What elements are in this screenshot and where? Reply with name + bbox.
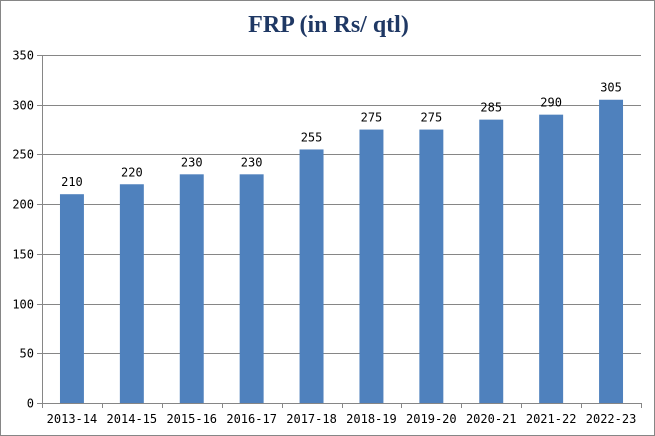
bars [59,99,624,404]
x-tick-label: 2013-14 [47,412,98,426]
bar [359,129,384,404]
x-tick-label: 2020-21 [466,412,517,426]
data-label: 290 [540,96,562,110]
data-label: 220 [121,165,143,179]
bar [419,129,444,404]
data-label: 255 [301,130,323,144]
x-tick-label: 2022-23 [586,412,637,426]
x-tick-label: 2014-15 [107,412,158,426]
bar [479,119,504,403]
chart-title: FRP (in Rs/ qtl) [248,12,409,38]
data-label: 230 [241,155,263,169]
bar [239,174,264,403]
x-tick-label: 2016-17 [226,412,277,426]
x-tick-label: 2017-18 [286,412,337,426]
x-tick-label: 2018-19 [346,412,397,426]
y-tick-label: 150 [12,248,34,262]
data-label: 285 [480,101,502,115]
data-label: 230 [181,155,203,169]
x-tick-label: 2021-22 [526,412,577,426]
y-tick-label: 0 [27,397,34,411]
y-tick-label: 50 [20,347,34,361]
data-label: 275 [421,111,443,125]
x-tick-label: 2015-16 [166,412,217,426]
data-label: 305 [600,81,622,95]
data-labels: 210 220 230 230 255 275 275 285 290 305 [61,81,622,189]
data-label: 210 [61,175,83,189]
bar [179,174,204,403]
y-tick-label: 300 [12,99,34,113]
axes: 0 50 100 150 200 250 300 350 2013-14 2014-15 2015-… [12,49,642,426]
x-tick-label: 2019-20 [406,412,457,426]
data-label: 275 [361,111,383,125]
bar [599,99,624,403]
bar [539,114,564,404]
bar [119,184,144,403]
y-tick-label: 350 [12,49,34,63]
y-tick-label: 200 [12,198,34,212]
bar [299,149,324,403]
bar [59,194,84,403]
y-tick-label: 250 [12,148,34,162]
y-tick-label: 100 [12,298,34,312]
